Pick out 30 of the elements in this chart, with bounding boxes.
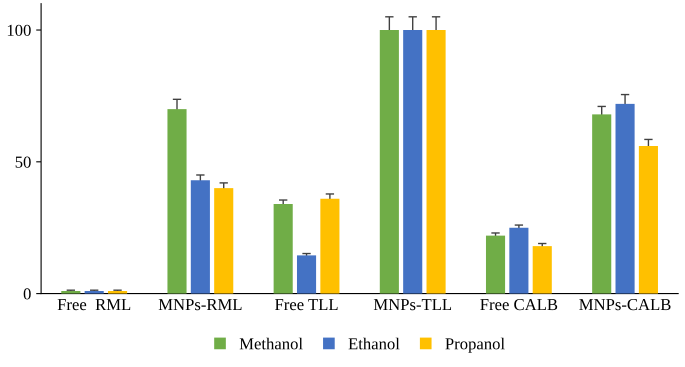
bar	[532, 246, 552, 294]
y-tick-label: 100	[8, 24, 31, 36]
x-tick-label: MNPs-TLL	[374, 299, 452, 310]
bar	[108, 290, 128, 294]
bar	[274, 204, 293, 294]
bar	[403, 30, 422, 294]
bar	[509, 228, 528, 294]
bar	[320, 198, 340, 294]
bar	[84, 290, 104, 294]
bar	[61, 290, 80, 294]
bar	[592, 114, 612, 294]
bar	[167, 109, 187, 294]
bar	[486, 236, 506, 294]
legend-label: Propanol	[445, 338, 505, 353]
legend-label: Ethanol	[348, 338, 400, 350]
x-tick-label: Free TLL	[275, 299, 338, 310]
bar	[296, 255, 316, 294]
bar	[426, 30, 446, 294]
x-tick-label: Free RML	[58, 299, 130, 310]
y-tick-label: 50	[16, 156, 31, 168]
bar	[380, 30, 399, 294]
x-tick-label: MNPs-RML	[158, 299, 242, 310]
x-tick-label: Free CALB	[480, 298, 558, 310]
bar	[638, 146, 658, 294]
bar	[190, 180, 210, 294]
y-tick-label: 0	[24, 288, 31, 300]
x-tick-label: MNPs-CALB	[579, 298, 671, 310]
bar	[616, 104, 635, 294]
legend-label: Methanol	[240, 338, 303, 350]
bar	[214, 188, 234, 294]
